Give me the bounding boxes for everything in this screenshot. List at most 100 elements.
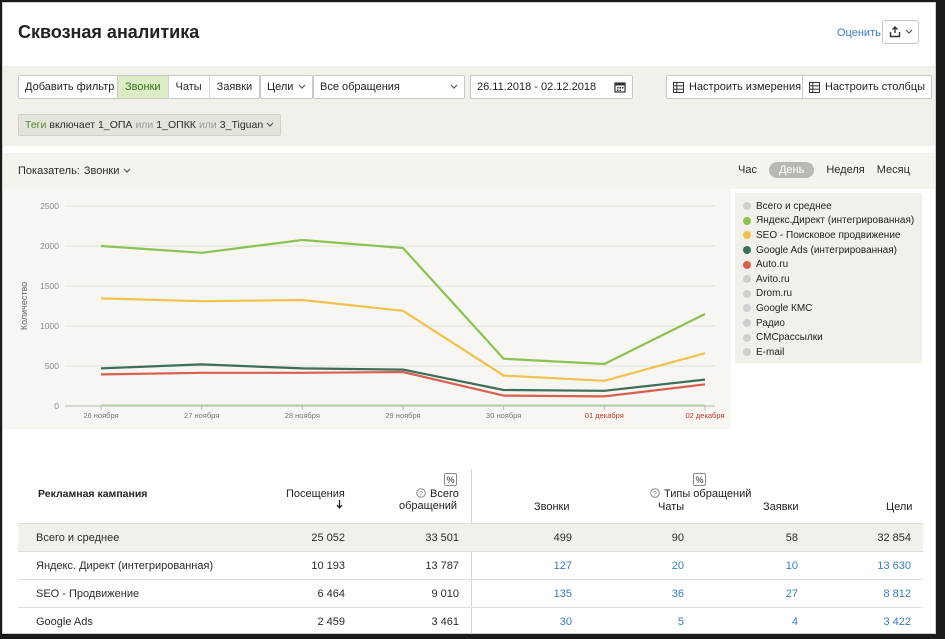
cell-forms: 4 (791, 616, 798, 628)
legend-item[interactable]: E-mail (743, 345, 914, 360)
legend-item[interactable]: Google КМС (743, 301, 914, 316)
chevron-down-icon (905, 29, 912, 34)
legend-item[interactable]: Радио (743, 316, 914, 331)
col-campaign[interactable]: Рекламная кампания (38, 488, 148, 500)
legend-item[interactable]: Всего и среднее (743, 199, 914, 214)
rate-link[interactable]: Оценить (837, 27, 881, 39)
legend-item[interactable]: Яндекс.Директ (интегрированная) (743, 214, 914, 229)
legend-label: SEO - Поисковое продвижение (756, 229, 901, 241)
x-tick-label: 28 ноября (285, 411, 320, 420)
legend-dot-icon (743, 348, 751, 357)
chevron-down-icon (123, 168, 131, 173)
campaign-name[interactable]: Всего и среднее (36, 532, 120, 544)
legend-item[interactable]: Google Ads (интегрированная) (743, 243, 914, 258)
legend-label: Drom.ru (756, 288, 793, 300)
percent-toggle-icon[interactable]: % (444, 473, 457, 486)
export-icon (889, 26, 900, 38)
period-hour[interactable]: Час (738, 164, 757, 176)
tag-filter-chip[interactable]: Теги включает 1_ОПА или 1_ОПКК или 3_Tig… (18, 114, 282, 136)
table-row[interactable]: SEO - Продвижение 6 464 9 010 135 36 27 8 812 (18, 579, 923, 607)
legend-dot-icon (743, 319, 751, 328)
legend-dot-icon (743, 333, 751, 342)
legend-item[interactable]: Auto.ru (743, 257, 914, 272)
y-tick-label: 2500 (40, 201, 59, 211)
cell-calls: 127 (553, 560, 572, 572)
series-line-3 (100, 370, 706, 398)
legend-item[interactable]: Drom.ru (743, 287, 914, 302)
legend-dot-icon (743, 304, 751, 313)
legend-label: E-mail (756, 346, 785, 358)
cell-requests: 9 010 (431, 588, 459, 600)
requests-select[interactable]: Все обращения (313, 75, 465, 99)
legend-dot-icon (743, 289, 751, 298)
y-tick-label: 1000 (40, 321, 59, 331)
tag-value: 1_ОПКК (156, 119, 196, 131)
x-tick-label: 27 ноября (184, 411, 219, 420)
calendar-icon (614, 82, 626, 93)
grid-icon (809, 81, 820, 93)
x-tick-label: 02 декабря (685, 411, 724, 420)
line-chart: 0 500 1000 1500 2000 2500 Количество 26 ноября 2… (19, 201, 725, 420)
add-filter-button[interactable]: Добавить фильтр (18, 75, 122, 99)
goals-label: Цели (267, 81, 294, 93)
requests-select-value: Все обращения (320, 81, 400, 93)
table-header: Рекламная кампания Посещения % ? Всего о… (18, 469, 923, 523)
series-line-1 (100, 297, 706, 382)
y-tick-label: 0 (54, 401, 59, 411)
help-icon[interactable]: ? (650, 488, 660, 498)
help-icon[interactable]: ? (416, 488, 426, 498)
tab-calls[interactable]: Звонки (118, 76, 169, 98)
legend-dot-icon (743, 275, 751, 284)
col-chats[interactable]: Чаты (658, 501, 685, 513)
period-day[interactable]: День (768, 162, 815, 178)
col-total-requests[interactable]: Всего (430, 488, 459, 500)
date-range-picker[interactable]: 26.11.2018 - 02.12.2018 (470, 75, 633, 99)
app-window: Сквозная аналитика Оценить Добавить филь… (2, 2, 936, 634)
table-row[interactable]: Яндекс. Директ (интегрированная) 10 193 13… (18, 551, 923, 579)
legend-dot-icon (743, 231, 751, 240)
campaign-name[interactable]: Яндекс. Директ (интегрированная) (36, 560, 214, 572)
cell-calls: 135 (553, 588, 572, 600)
cell-goals: 32 854 (877, 532, 911, 544)
legend-label: Auto.ru (756, 259, 789, 271)
legend-item[interactable]: СМСрассылки (743, 330, 914, 345)
col-calls[interactable]: Звонки (534, 501, 570, 513)
page-title: Сквозная аналитика (18, 22, 200, 42)
goals-dropdown[interactable]: Цели (260, 75, 314, 99)
col-goals[interactable]: Цели (886, 501, 913, 513)
tab-forms[interactable]: Заявки (216, 81, 253, 93)
y-tick-label: 500 (45, 361, 59, 371)
period-switch: Час День Неделя Месяц (738, 162, 910, 178)
period-week[interactable]: Неделя (826, 164, 865, 176)
tag-or: или (198, 119, 217, 131)
series-line-0 (100, 238, 706, 366)
percent-toggle-icon[interactable]: % (693, 473, 706, 486)
y-tick-label: 1500 (40, 281, 59, 291)
indicator-selector[interactable]: Показатель: Звонки (18, 165, 131, 177)
chevron-down-icon (266, 122, 274, 127)
grid-icon (673, 81, 684, 93)
campaign-name[interactable]: Google Ads (36, 616, 93, 628)
cell-goals: 13 630 (877, 560, 911, 572)
sort-desc-icon[interactable] (336, 500, 343, 509)
table-row[interactable]: Всего и среднее 25 052 33 501 499 90 58 32 854 (18, 523, 923, 551)
cell-visits: 6 464 (317, 588, 345, 600)
series-line-2 (100, 363, 706, 392)
legend-item[interactable]: Avito.ru (743, 272, 914, 287)
legend-item[interactable]: SEO - Поисковое продвижение (743, 228, 914, 243)
cell-goals: 3 422 (883, 616, 911, 628)
configure-dimensions-button[interactable]: Настроить измерения (666, 75, 809, 99)
export-button[interactable] (882, 20, 919, 44)
col-forms[interactable]: Заявки (763, 501, 799, 513)
cell-calls: 30 (559, 616, 572, 628)
legend-dot-icon (743, 260, 751, 269)
col-total-requests-2: обращений (399, 500, 458, 512)
tab-chats[interactable]: Чаты (169, 76, 210, 98)
table-row[interactable]: Google Ads 2 459 3 461 30 5 4 3 422 (18, 607, 923, 633)
cell-visits: 10 193 (311, 560, 345, 572)
col-visits[interactable]: Посещения (286, 488, 345, 500)
configure-columns-button[interactable]: Настроить столбцы (802, 75, 933, 99)
campaign-name[interactable]: SEO - Продвижение (36, 588, 140, 600)
legend-label: Яндекс.Директ (интегрированная) (756, 215, 915, 227)
period-month[interactable]: Месяц (876, 164, 910, 176)
